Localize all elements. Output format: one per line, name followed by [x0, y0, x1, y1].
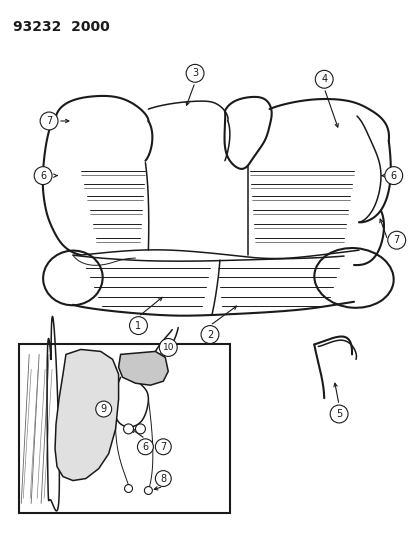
- Circle shape: [155, 439, 171, 455]
- Circle shape: [186, 64, 204, 82]
- Circle shape: [34, 167, 52, 184]
- Text: 4: 4: [320, 74, 327, 84]
- Polygon shape: [55, 350, 118, 481]
- Circle shape: [124, 484, 132, 492]
- Text: 6: 6: [390, 171, 396, 181]
- Text: 10: 10: [162, 343, 173, 352]
- Text: 9: 9: [100, 404, 107, 414]
- Text: 93232  2000: 93232 2000: [13, 20, 110, 34]
- Circle shape: [144, 487, 152, 495]
- Circle shape: [387, 231, 405, 249]
- Circle shape: [129, 317, 147, 335]
- Circle shape: [95, 401, 112, 417]
- Circle shape: [137, 439, 153, 455]
- Text: 1: 1: [135, 321, 141, 330]
- Text: 3: 3: [192, 68, 198, 78]
- Polygon shape: [118, 351, 168, 385]
- Circle shape: [201, 326, 218, 343]
- Circle shape: [123, 424, 133, 434]
- Bar: [19, 344, 229, 513]
- Circle shape: [384, 167, 402, 184]
- Circle shape: [135, 424, 145, 434]
- Text: 7: 7: [160, 442, 166, 452]
- Text: 2: 2: [206, 329, 213, 340]
- Text: 7: 7: [46, 116, 52, 126]
- Text: 7: 7: [393, 235, 399, 245]
- Circle shape: [155, 471, 171, 487]
- Text: 6: 6: [40, 171, 46, 181]
- Text: 8: 8: [160, 473, 166, 483]
- Text: 6: 6: [142, 442, 148, 452]
- Circle shape: [330, 405, 347, 423]
- Circle shape: [159, 338, 177, 357]
- Text: 5: 5: [335, 409, 342, 419]
- Circle shape: [315, 70, 332, 88]
- Circle shape: [40, 112, 58, 130]
